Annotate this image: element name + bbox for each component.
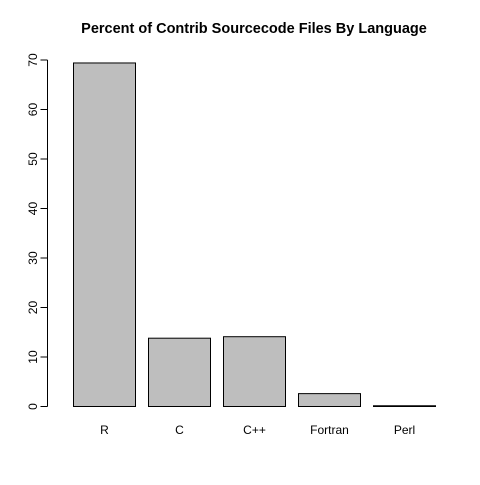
x-tick-label: Fortran: [310, 423, 349, 437]
y-tick-label: 40: [26, 202, 40, 216]
bar-perl: [374, 406, 436, 407]
y-tick-label: 30: [26, 251, 40, 265]
bars: [74, 63, 436, 407]
x-tick-label: Perl: [394, 423, 415, 437]
x-tick-label: C: [175, 423, 184, 437]
x-tick-label: R: [100, 423, 109, 437]
bar-c-: [224, 337, 286, 407]
y-tick-label: 50: [26, 152, 40, 166]
y-tick-label: 0: [26, 403, 40, 410]
x-axis-labels: R C C++ Fortran Perl: [100, 423, 415, 437]
y-tick-label: 70: [26, 53, 40, 67]
y-tick-label: 10: [26, 350, 40, 364]
bar-fortran: [299, 394, 361, 407]
bar-r: [74, 63, 136, 407]
bar-c: [149, 338, 211, 406]
x-tick-label: C++: [243, 423, 266, 437]
y-tick-label: 20: [26, 301, 40, 315]
y-tick-label: 60: [26, 103, 40, 117]
chart-title: Percent of Contrib Sourcecode Files By L…: [0, 21, 480, 37]
y-axis: 0 10 20 30 40 50 60 70: [26, 53, 48, 410]
